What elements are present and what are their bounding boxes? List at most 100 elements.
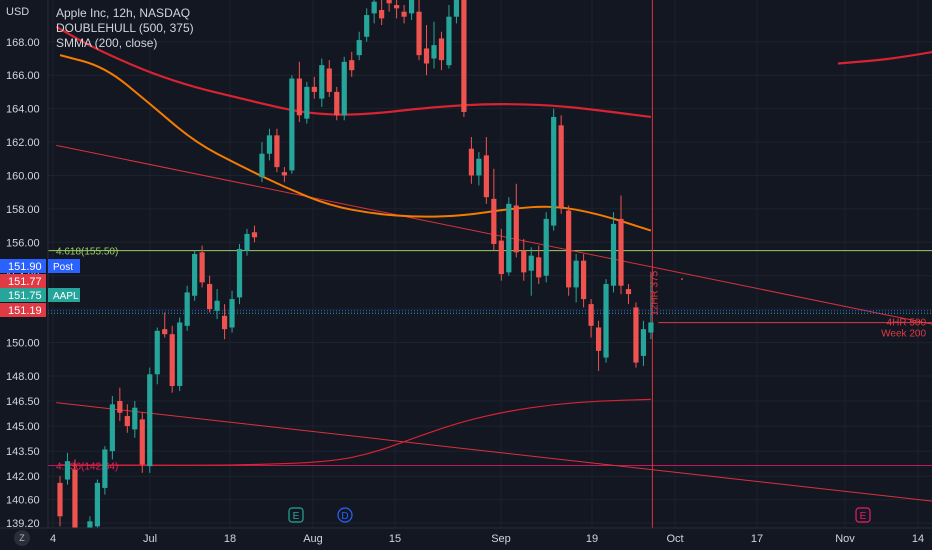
time-tick-label: Oct (666, 533, 683, 545)
overlay-hull-upper-projection (837, 50, 932, 65)
candle-body (132, 407, 138, 430)
candle-body (603, 284, 609, 358)
candle-body (543, 218, 549, 276)
price-badge-tag (48, 259, 80, 273)
fib-level-label: 4.236(142.64) (56, 462, 118, 473)
candle-body (446, 16, 452, 66)
candle-body (349, 60, 355, 71)
price-badge (0, 303, 46, 317)
price-tick-label: 168.00 (6, 37, 40, 49)
candle-body (319, 65, 325, 99)
annotation-4hr-500: 4HR 500 (887, 318, 927, 329)
candle-body (371, 1, 377, 14)
candle-body (304, 86, 310, 119)
candle-body (633, 307, 639, 363)
price-tick-label: 164.00 (6, 104, 40, 116)
price-tick-label: 160.00 (6, 170, 40, 182)
candle-body (311, 86, 317, 92)
candle-body (117, 401, 123, 413)
price-badge (0, 259, 46, 273)
candle-body (536, 257, 542, 278)
candle-body (251, 232, 258, 238)
candle-body (468, 148, 474, 176)
event-marker-dividend-icon (337, 507, 353, 523)
price-tick-label: 142.00 (6, 471, 40, 483)
time-tick-label: 19 (586, 533, 598, 545)
candle-body (162, 329, 168, 335)
price-badge-value: 151.75 (8, 290, 42, 302)
candle-body (498, 240, 504, 275)
candle-body (461, 0, 467, 112)
price-badge-tag-label: Post (53, 262, 73, 273)
candle-body (566, 210, 572, 288)
time-tick-label: 14 (912, 533, 924, 545)
candle-body (453, 0, 460, 17)
candle-body (94, 482, 100, 527)
candle-body (573, 260, 579, 288)
candle-body (266, 135, 273, 154)
price-badge (0, 288, 46, 302)
candle-body (64, 461, 71, 480)
price-tick-label: 146.50 (6, 396, 40, 408)
candle-body (588, 304, 594, 326)
legend-doublehull[interactable]: DOUBLEHULL (500, 375) (56, 21, 194, 35)
candle-body (438, 38, 445, 61)
candle-body (57, 482, 63, 517)
candle-body (192, 253, 198, 296)
candle-body (506, 203, 512, 273)
time-tick-label: Nov (835, 533, 855, 545)
price-tick-label: 158.00 (6, 204, 40, 216)
candle-body (109, 404, 115, 452)
candle-body (334, 91, 340, 116)
annotation-week-200: Week 200 (881, 329, 926, 340)
candle-body (416, 11, 422, 56)
candle-body (528, 255, 534, 271)
candle-body (72, 469, 78, 528)
candle-body (408, 0, 415, 14)
candle-body (214, 300, 220, 311)
currency-label: USD (6, 6, 30, 18)
candle-body (281, 172, 287, 176)
event-marker-earnings-icon (288, 507, 304, 523)
trendline (56, 402, 932, 502)
candle-body (341, 61, 347, 116)
price-tick-label: 143.50 (6, 446, 40, 458)
candle-body (274, 135, 280, 168)
candle-body (521, 250, 527, 273)
overlay-hull-upper (55, 25, 652, 119)
candle-body (595, 327, 602, 351)
candle-body (229, 299, 235, 328)
time-axis-background (0, 528, 932, 550)
price-badge (0, 274, 46, 288)
candle-body (154, 330, 160, 375)
candle-body (491, 198, 497, 244)
legend-smma[interactable]: SMMA (200, close) (56, 36, 158, 50)
price-tick-label: 145.00 (6, 421, 40, 433)
candle-body (102, 449, 108, 488)
time-tick-label: Sep (491, 533, 511, 545)
zoom-button[interactable]: Z (14, 530, 30, 546)
candle-body (124, 416, 130, 427)
candle-body (364, 15, 370, 37)
price-tick-label: 162.00 (6, 137, 40, 149)
price-tick-label: 139.20 (6, 518, 40, 530)
candle-body (244, 233, 250, 251)
candle-body (625, 289, 632, 295)
fib-level-label: 4.618(155.50) (56, 247, 118, 258)
candle-body (640, 329, 647, 356)
time-tick-label: Aug (303, 533, 323, 545)
time-tick-label: 15 (389, 533, 401, 545)
price-badge-value: 151.77 (8, 276, 42, 288)
candle-body (184, 292, 190, 326)
chart-legend: Apple Inc, 12h, NASDAQ DOUBLEHULL (500, … (56, 6, 194, 51)
candle-body (177, 322, 183, 386)
candle-body (423, 48, 430, 64)
price-tick-label: 166.00 (6, 70, 40, 82)
candle-body (199, 252, 205, 283)
candle-body (476, 158, 482, 176)
time-tick-label: 17 (751, 533, 763, 545)
event-marker-earnings-icon (855, 507, 871, 523)
price-tick-label: 148.00 (6, 371, 40, 383)
candle-body (386, 0, 392, 4)
